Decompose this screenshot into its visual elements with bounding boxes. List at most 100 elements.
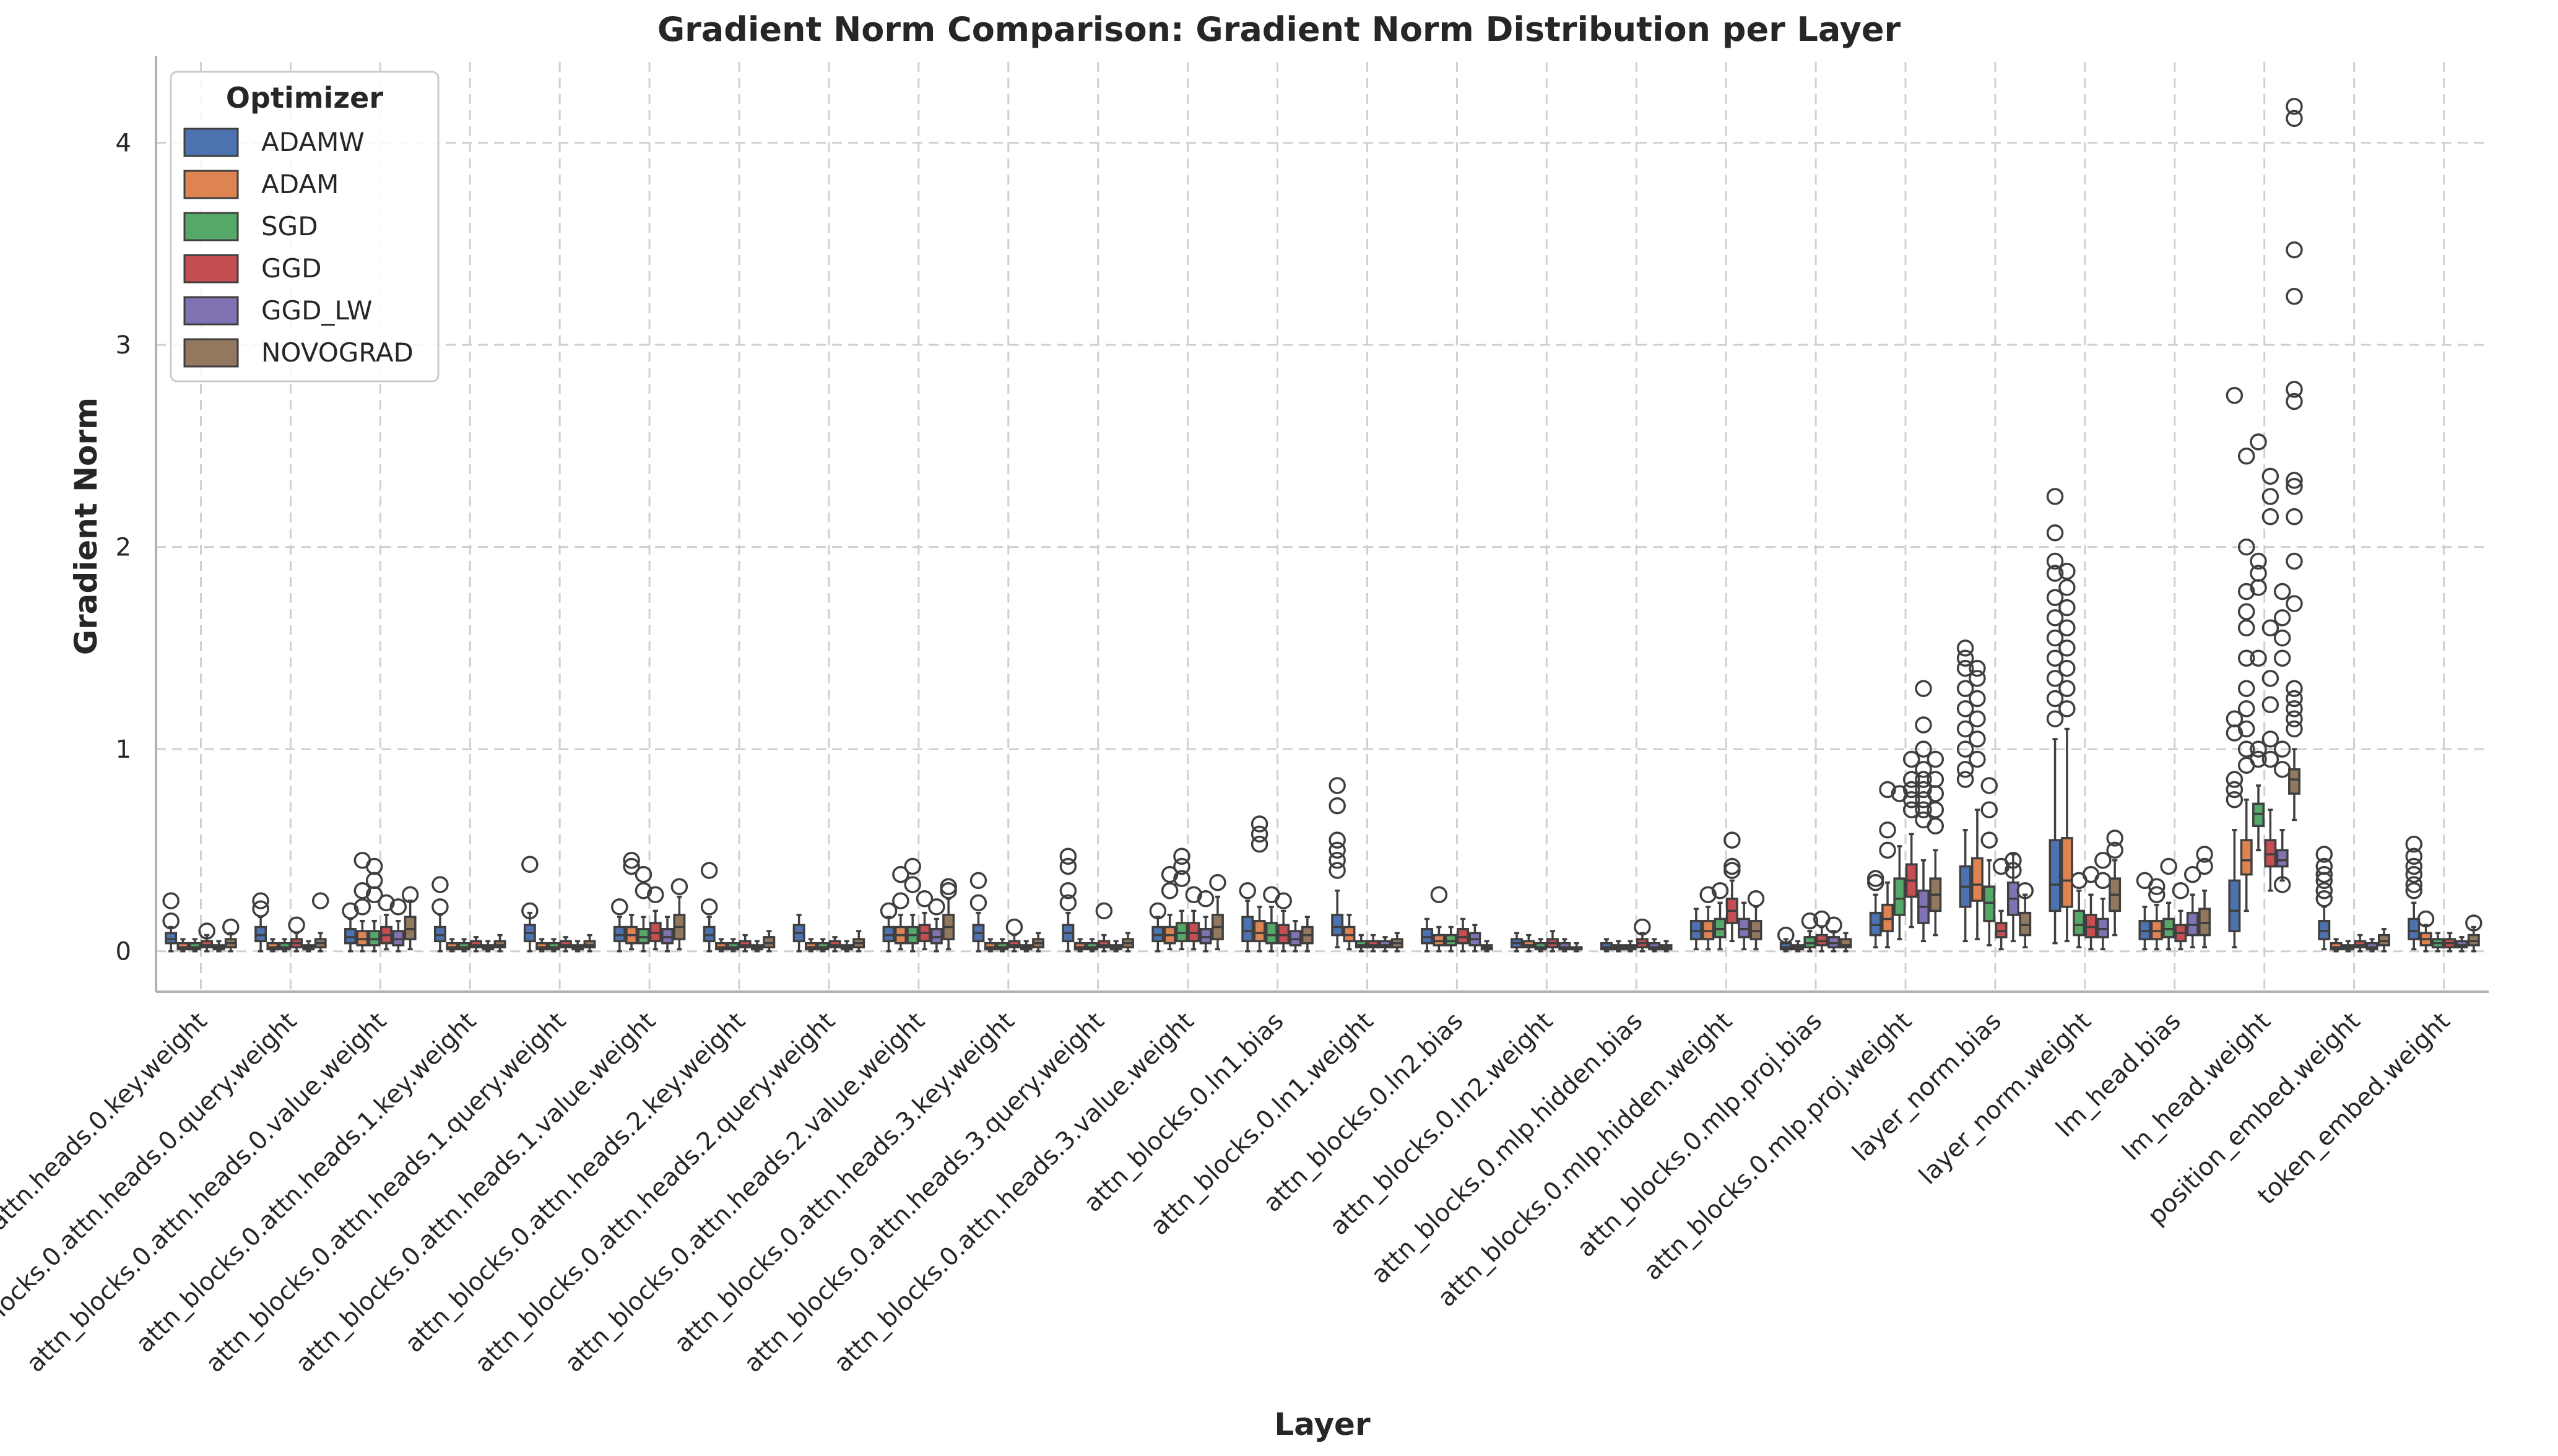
- outlier-point: [1879, 781, 1896, 799]
- outlier-point: [2046, 670, 2064, 687]
- category-box-group: [880, 857, 957, 953]
- outlier-point: [2250, 433, 2267, 451]
- outlier-point: [2005, 852, 2022, 869]
- outlier-point: [2261, 696, 2279, 714]
- legend-label: GGD_LW: [261, 295, 373, 326]
- outlier-point: [1969, 750, 1986, 768]
- category-box-group: [611, 852, 688, 953]
- outlier-point: [2250, 750, 2267, 768]
- outlier-point: [2315, 872, 2333, 890]
- legend: Optimizer ADAMW ADAM SGD GGD GGD_LW NOVOGRAD: [170, 71, 440, 383]
- category-box-group: [252, 892, 329, 953]
- outlier-point: [1915, 716, 1932, 734]
- outlier-point: [389, 898, 407, 916]
- grid-lines: [156, 62, 2489, 992]
- legend-title: Optimizer: [226, 81, 383, 115]
- outlier-point: [2250, 649, 2267, 667]
- outlier-point: [2405, 865, 2422, 883]
- outlier-point: [1329, 862, 1346, 879]
- outlier-point: [2094, 872, 2112, 890]
- category-box-group: [1866, 680, 1945, 948]
- outlier-point: [2261, 488, 2279, 505]
- outlier-point: [1161, 882, 1179, 899]
- outlier-point: [1956, 720, 1974, 738]
- outlier-point: [1902, 781, 1920, 799]
- category-box-group: [1239, 815, 1314, 953]
- outlier-point: [1915, 740, 1932, 758]
- outlier-point: [2046, 565, 2064, 582]
- category-box-group: [2405, 835, 2482, 953]
- outlier-point: [2046, 552, 2064, 570]
- outlier-point: [2046, 629, 2064, 647]
- outlier-point: [2286, 477, 2303, 495]
- outlier-point: [1956, 659, 1974, 677]
- outlier-point: [1902, 801, 1920, 818]
- outlier-point: [1915, 781, 1932, 799]
- outlier-point: [2005, 862, 2022, 879]
- outlier-point: [2058, 563, 2076, 580]
- outlier-point: [2226, 387, 2244, 404]
- y-tick-label: 3: [116, 331, 131, 360]
- outlier-point: [1927, 750, 1945, 768]
- outlier-point: [2286, 690, 2303, 708]
- outlier-point: [342, 902, 359, 920]
- outlier-point: [431, 876, 449, 893]
- outlier-point: [904, 876, 921, 893]
- outlier-point: [1197, 890, 1215, 908]
- outlier-point: [2160, 857, 2177, 875]
- category-box-group: [1421, 886, 1493, 953]
- outlier-point: [1915, 761, 1932, 778]
- outlier-point: [2237, 720, 2255, 738]
- outlier-point: [1980, 777, 1998, 794]
- outlier-point: [2273, 649, 2291, 667]
- category-box-group: [1777, 910, 1852, 953]
- outlier-point: [1902, 791, 1920, 808]
- outlier-point: [1915, 801, 1932, 818]
- legend-label: NOVOGRAD: [261, 337, 414, 368]
- outlier-point: [1209, 873, 1226, 891]
- category-box-group: [792, 914, 865, 953]
- outlier-point: [611, 898, 628, 916]
- outlier-point: [1329, 797, 1346, 815]
- box: [1241, 916, 1254, 943]
- box: [1253, 919, 1266, 943]
- outlier-point: [1956, 761, 1974, 778]
- outlier-point: [1329, 852, 1346, 869]
- outlier-point: [1329, 831, 1346, 849]
- legend-label: SGD: [261, 211, 318, 241]
- category-box-group: [342, 852, 419, 953]
- y-axis-label: Gradient Norm: [68, 397, 104, 655]
- outlier-point: [2273, 609, 2291, 626]
- outlier-point: [365, 886, 383, 904]
- outlier-point: [2286, 392, 2303, 410]
- outlier-point: [2286, 680, 2303, 697]
- category-box-group: [431, 876, 506, 953]
- outlier-point: [1969, 670, 1986, 687]
- outlier-point: [2250, 740, 2267, 758]
- outlier-point: [1777, 926, 1795, 944]
- outlier-point: [2237, 649, 2255, 667]
- outlier-point: [2315, 882, 2333, 899]
- outlier-point: [2094, 852, 2112, 869]
- outlier-point: [1879, 821, 1896, 839]
- outlier-point: [2261, 508, 2279, 526]
- outlier-point: [2315, 890, 2333, 908]
- x-tick-label: layer_norm.bias: [1847, 1007, 2007, 1167]
- outlier-point: [2046, 589, 2064, 607]
- outlier-point: [1634, 918, 1651, 936]
- outlier-point: [222, 918, 240, 936]
- outlier-point: [288, 916, 305, 934]
- outlier-point: [2286, 381, 2303, 398]
- outlier-point: [1825, 916, 1842, 934]
- axes: [155, 56, 2489, 993]
- outlier-point: [1969, 659, 1986, 677]
- outlier-point: [2286, 710, 2303, 727]
- outlier-point: [1879, 841, 1896, 859]
- outlier-point: [1969, 710, 1986, 727]
- outlier-point: [2148, 886, 2166, 904]
- outlier-point: [2286, 720, 2303, 738]
- outlier-point: [1239, 882, 1256, 899]
- outlier-point: [353, 882, 371, 899]
- outlier-point: [252, 900, 269, 917]
- outlier-point: [2148, 878, 2166, 895]
